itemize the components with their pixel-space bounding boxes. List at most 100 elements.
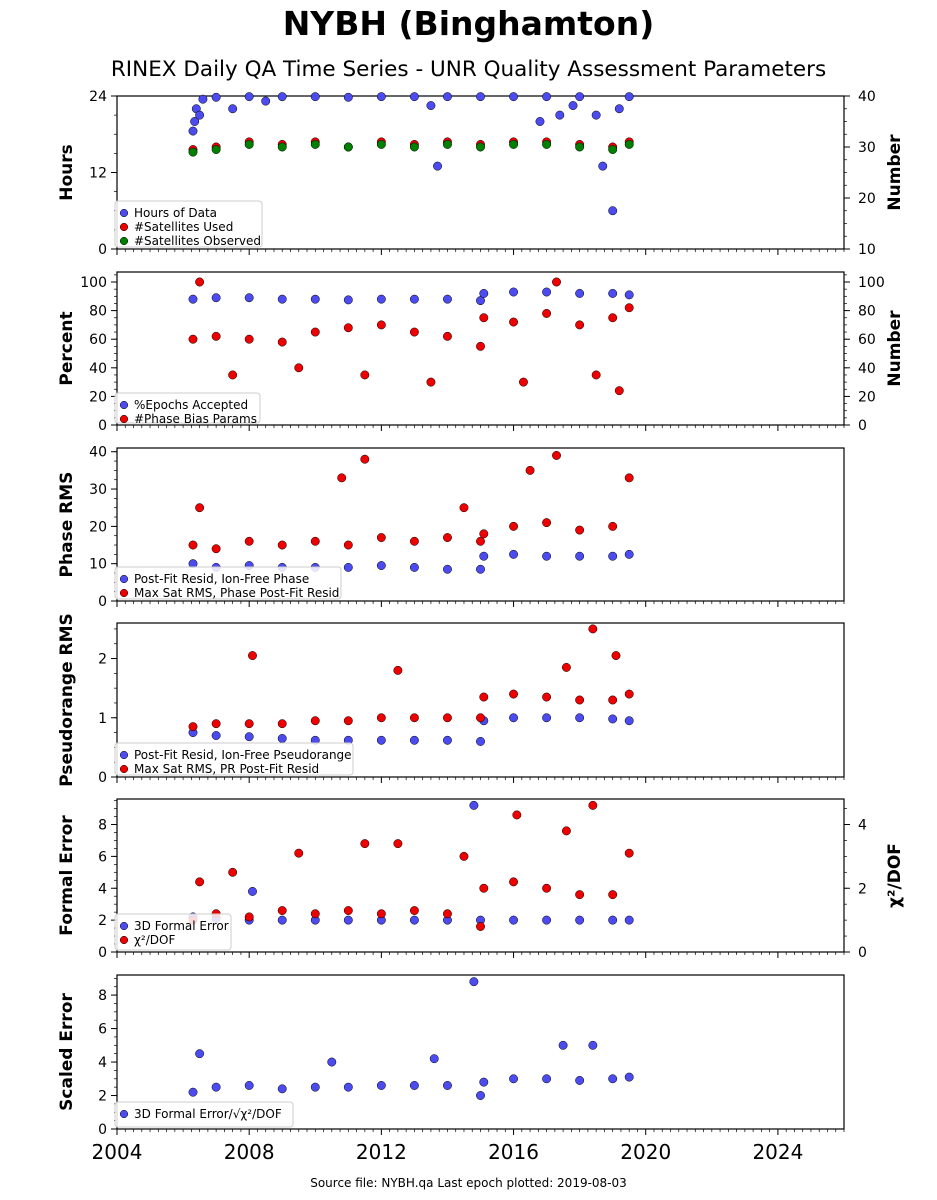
- data-point: [409, 735, 419, 745]
- data-point: [277, 906, 287, 916]
- y-axis-label: Formal Error: [57, 815, 77, 936]
- data-point: [360, 454, 370, 464]
- y2-tick-label: 20: [858, 389, 876, 405]
- data-point: [188, 147, 198, 157]
- data-point: [509, 915, 518, 925]
- panel-2: 0 20 40 60 80 100 Percent 0 20 40 60 80 100 Number %Ep…: [57, 271, 905, 434]
- data-point: [535, 117, 545, 126]
- data-point: [479, 551, 489, 561]
- y-tick-label: 60: [89, 332, 107, 348]
- data-point: [624, 290, 634, 300]
- data-point: [476, 92, 485, 102]
- data-point: [443, 294, 452, 304]
- data-point: [426, 101, 436, 111]
- data-point: [360, 839, 370, 849]
- data-point: [244, 719, 254, 729]
- figure-title: NYBH (Binghamton): [282, 4, 655, 43]
- data-point: [443, 909, 452, 919]
- data-point: [277, 1084, 287, 1094]
- data-point: [608, 551, 618, 561]
- data-point: [588, 800, 598, 810]
- data-point: [588, 624, 598, 634]
- data-point: [479, 883, 489, 893]
- data-point: [195, 503, 205, 513]
- y-tick-label: 6: [98, 1022, 107, 1038]
- source-footer: Source file: NYBH.qa Last epoch plotted:…: [310, 1176, 627, 1190]
- data-point: [376, 140, 386, 149]
- data-point: [624, 140, 634, 149]
- y-tick-label: 8: [98, 988, 107, 1004]
- data-point: [542, 551, 552, 561]
- data-point: [591, 370, 601, 380]
- legend-marker: [119, 1109, 129, 1119]
- data-point: [608, 313, 618, 323]
- data-point: [509, 317, 518, 327]
- data-point: [608, 890, 618, 900]
- data-point: [310, 1082, 320, 1092]
- data-point: [195, 877, 205, 887]
- legend-marker: [119, 935, 129, 945]
- y-tick-label: 40: [89, 361, 107, 377]
- data-point: [608, 714, 618, 724]
- legend-label: Max Sat RMS, PR Post-Fit Resid: [134, 762, 319, 776]
- data-point: [542, 92, 552, 102]
- data-point: [244, 1081, 254, 1090]
- data-point: [188, 126, 198, 136]
- legend-marker: [119, 414, 129, 424]
- y2-tick-label: 40: [858, 361, 876, 377]
- data-point: [443, 92, 452, 102]
- y2-tick-label: 40: [858, 89, 876, 105]
- y-axis-label: Hours: [57, 144, 77, 201]
- x-tick-label: 2016: [488, 1140, 539, 1164]
- x-tick-label: 2008: [224, 1140, 275, 1164]
- data-point: [552, 277, 561, 287]
- data-point: [555, 110, 565, 120]
- legend-marker: [119, 921, 129, 931]
- data-point: [561, 662, 571, 672]
- y-tick-label: 20: [89, 519, 107, 535]
- data-point: [310, 716, 320, 726]
- y-tick-label: 100: [80, 275, 107, 291]
- data-point: [611, 651, 621, 661]
- series-2: [188, 624, 634, 732]
- data-point: [343, 540, 353, 550]
- data-point: [459, 851, 469, 861]
- data-point: [211, 293, 221, 303]
- series-2: [188, 800, 634, 931]
- data-point: [310, 92, 320, 102]
- legend-box: [114, 200, 263, 248]
- data-point: [624, 848, 634, 858]
- data-point: [552, 451, 561, 460]
- data-point: [575, 695, 585, 705]
- data-point: [624, 1072, 634, 1082]
- data-point: [337, 473, 347, 483]
- data-point: [509, 92, 518, 102]
- data-point: [188, 540, 198, 550]
- data-point: [575, 142, 585, 152]
- data-point: [443, 1081, 452, 1090]
- y-tick-label: 0: [98, 242, 107, 258]
- y2-tick-label: 4: [858, 818, 867, 834]
- legend-marker: [119, 236, 129, 246]
- data-point: [608, 1074, 618, 1084]
- y-tick-label: 24: [89, 89, 107, 105]
- data-point: [443, 564, 452, 574]
- y-tick-label: 40: [89, 445, 107, 461]
- data-point: [409, 906, 419, 916]
- legend: 3D Formal Error/√χ²/DOF: [114, 1101, 294, 1128]
- data-point: [542, 309, 552, 318]
- legend-label: χ²/DOF: [134, 933, 175, 947]
- data-point: [509, 877, 518, 887]
- data-point: [608, 695, 618, 705]
- series-1: [188, 287, 634, 306]
- data-point: [343, 142, 353, 152]
- legend-box: [114, 392, 261, 424]
- data-point: [575, 551, 585, 561]
- data-point: [476, 737, 485, 746]
- data-point: [198, 94, 208, 104]
- data-point: [509, 287, 518, 297]
- data-point: [469, 800, 479, 810]
- data-point: [211, 1082, 221, 1092]
- data-point: [409, 536, 419, 546]
